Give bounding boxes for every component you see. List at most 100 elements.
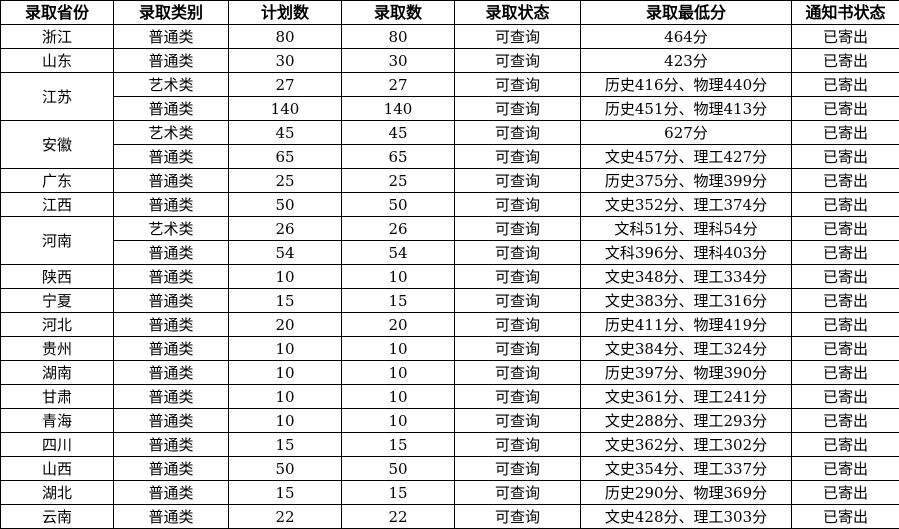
header-province: 录取省份 — [0, 0, 114, 25]
notice-status-cell: 已寄出 — [791, 480, 899, 505]
header-category: 录取类别 — [113, 0, 229, 25]
plan-count-cell: 50 — [228, 192, 342, 217]
table-row: 甘肃 普通类 10 10 可查询 文史361分、理工241分 已寄出 — [0, 384, 899, 409]
admission-status-cell: 可查询 — [454, 72, 581, 97]
admitted-count-cell: 20 — [341, 312, 455, 337]
table-row: 山西 普通类 50 50 可查询 文史354分、理工337分 已寄出 — [0, 456, 899, 481]
notice-status-cell: 已寄出 — [791, 96, 899, 121]
table-row: 安徽 艺术类 45 45 可查询 627分 已寄出 — [0, 120, 899, 169]
province-cell: 江苏 — [0, 72, 114, 121]
admission-status-cell: 可查询 — [454, 48, 581, 73]
table-row: 江苏 艺术类 27 27 可查询 历史416分、物理440分 已寄出 — [0, 72, 899, 121]
plan-count-cell: 10 — [228, 264, 342, 289]
plan-count-cell: 65 — [228, 144, 342, 169]
plan-count-cell: 27 — [228, 72, 342, 97]
admission-status-cell: 可查询 — [454, 96, 581, 121]
table-row: 湖北 普通类 15 15 可查询 历史290分、物理369分 已寄出 — [0, 480, 899, 505]
notice-status-cell: 已寄出 — [791, 240, 899, 265]
min-score-cell: 文科396分、理科403分 — [580, 240, 792, 265]
admission-status-cell: 可查询 — [454, 408, 581, 433]
plan-count-cell: 10 — [228, 408, 342, 433]
plan-count-cell: 50 — [228, 456, 342, 481]
plan-count-cell: 20 — [228, 312, 342, 337]
category-cell: 普通类 — [113, 360, 229, 385]
min-score-cell: 历史290分、物理369分 — [580, 480, 792, 505]
plan-count-cell: 10 — [228, 360, 342, 385]
plan-count-cell: 15 — [228, 480, 342, 505]
min-score-cell: 历史397分、物理390分 — [580, 360, 792, 385]
min-score-cell: 627分 — [580, 120, 792, 145]
province-cell: 贵州 — [0, 336, 114, 361]
notice-status-cell: 已寄出 — [791, 384, 899, 409]
admission-status-cell: 可查询 — [454, 504, 581, 529]
province-cell: 甘肃 — [0, 384, 114, 409]
header-min-score: 录取最低分 — [580, 0, 792, 25]
admission-status-cell: 可查询 — [454, 432, 581, 457]
category-cell: 普通类 — [113, 480, 229, 505]
admitted-count-cell: 27 — [341, 72, 455, 97]
admitted-count-cell: 80 — [341, 24, 455, 49]
table-row: 浙江 普通类 80 80 可查询 464分 已寄出 — [0, 24, 899, 49]
province-cell: 浙江 — [0, 24, 114, 49]
header-row: 录取省份 录取类别 计划数 录取数 录取状态 录取最低分 通知书状态 — [0, 0, 899, 25]
province-cell: 湖北 — [0, 480, 114, 505]
notice-status-cell: 已寄出 — [791, 456, 899, 481]
min-score-cell: 历史451分、物理413分 — [580, 96, 792, 121]
plan-count-cell: 10 — [228, 336, 342, 361]
province-cell: 青海 — [0, 408, 114, 433]
category-cell: 普通类 — [113, 384, 229, 409]
notice-status-cell: 已寄出 — [791, 288, 899, 313]
category-cell: 普通类 — [113, 168, 229, 193]
admitted-count-cell: 10 — [341, 264, 455, 289]
notice-status-cell: 已寄出 — [791, 216, 899, 241]
table-row: 普通类 54 54 可查询 文科396分、理科403分 已寄出 — [1, 240, 899, 265]
notice-status-cell: 已寄出 — [791, 432, 899, 457]
admitted-count-cell: 140 — [341, 96, 455, 121]
admitted-count-cell: 22 — [341, 504, 455, 529]
plan-count-cell: 45 — [228, 120, 342, 145]
notice-status-cell: 已寄出 — [791, 264, 899, 289]
category-cell: 艺术类 — [113, 72, 229, 97]
province-cell: 四川 — [0, 432, 114, 457]
category-cell: 艺术类 — [113, 216, 229, 241]
min-score-cell: 文史384分、理工324分 — [580, 336, 792, 361]
plan-count-cell: 54 — [228, 240, 342, 265]
table-row: 云南 普通类 22 22 可查询 文史428分、理工303分 已寄出 — [0, 504, 899, 529]
admission-status-cell: 可查询 — [454, 24, 581, 49]
admission-status-cell: 可查询 — [454, 312, 581, 337]
table-row: 河北 普通类 20 20 可查询 历史411分、物理419分 已寄出 — [0, 312, 899, 337]
admitted-count-cell: 54 — [341, 240, 455, 265]
table-row: 普通类 65 65 可查询 文史457分、理工427分 已寄出 — [1, 144, 899, 169]
province-cell: 宁夏 — [0, 288, 114, 313]
admission-status-cell: 可查询 — [454, 384, 581, 409]
min-score-cell: 文史348分、理工334分 — [580, 264, 792, 289]
min-score-cell: 文史288分、理工293分 — [580, 408, 792, 433]
category-cell: 普通类 — [113, 456, 229, 481]
min-score-cell: 文史428分、理工303分 — [580, 504, 792, 529]
notice-status-cell: 已寄出 — [791, 192, 899, 217]
notice-status-cell: 已寄出 — [791, 48, 899, 73]
province-cell: 山东 — [0, 48, 114, 73]
table-row: 广东 普通类 25 25 可查询 历史375分、物理399分 已寄出 — [0, 168, 899, 193]
province-cell: 山西 — [0, 456, 114, 481]
min-score-cell: 文史352分、理工374分 — [580, 192, 792, 217]
admission-status-cell: 可查询 — [454, 480, 581, 505]
table-row: 江西 普通类 50 50 可查询 文史352分、理工374分 已寄出 — [0, 192, 899, 217]
category-cell: 普通类 — [113, 192, 229, 217]
header-admitted-count: 录取数 — [341, 0, 455, 25]
min-score-cell: 464分 — [580, 24, 792, 49]
category-cell: 普通类 — [113, 24, 229, 49]
plan-count-cell: 22 — [228, 504, 342, 529]
min-score-cell: 历史411分、物理419分 — [580, 312, 792, 337]
province-cell: 云南 — [0, 504, 114, 529]
admitted-count-cell: 50 — [341, 456, 455, 481]
category-cell: 普通类 — [113, 264, 229, 289]
notice-status-cell: 已寄出 — [791, 72, 899, 97]
admission-status-cell: 可查询 — [454, 216, 581, 241]
admission-status-cell: 可查询 — [454, 240, 581, 265]
table-row: 四川 普通类 15 15 可查询 文史362分、理工302分 已寄出 — [0, 432, 899, 457]
table-row: 陕西 普通类 10 10 可查询 文史348分、理工334分 已寄出 — [0, 264, 899, 289]
admitted-count-cell: 10 — [341, 408, 455, 433]
admission-status-cell: 可查询 — [454, 192, 581, 217]
